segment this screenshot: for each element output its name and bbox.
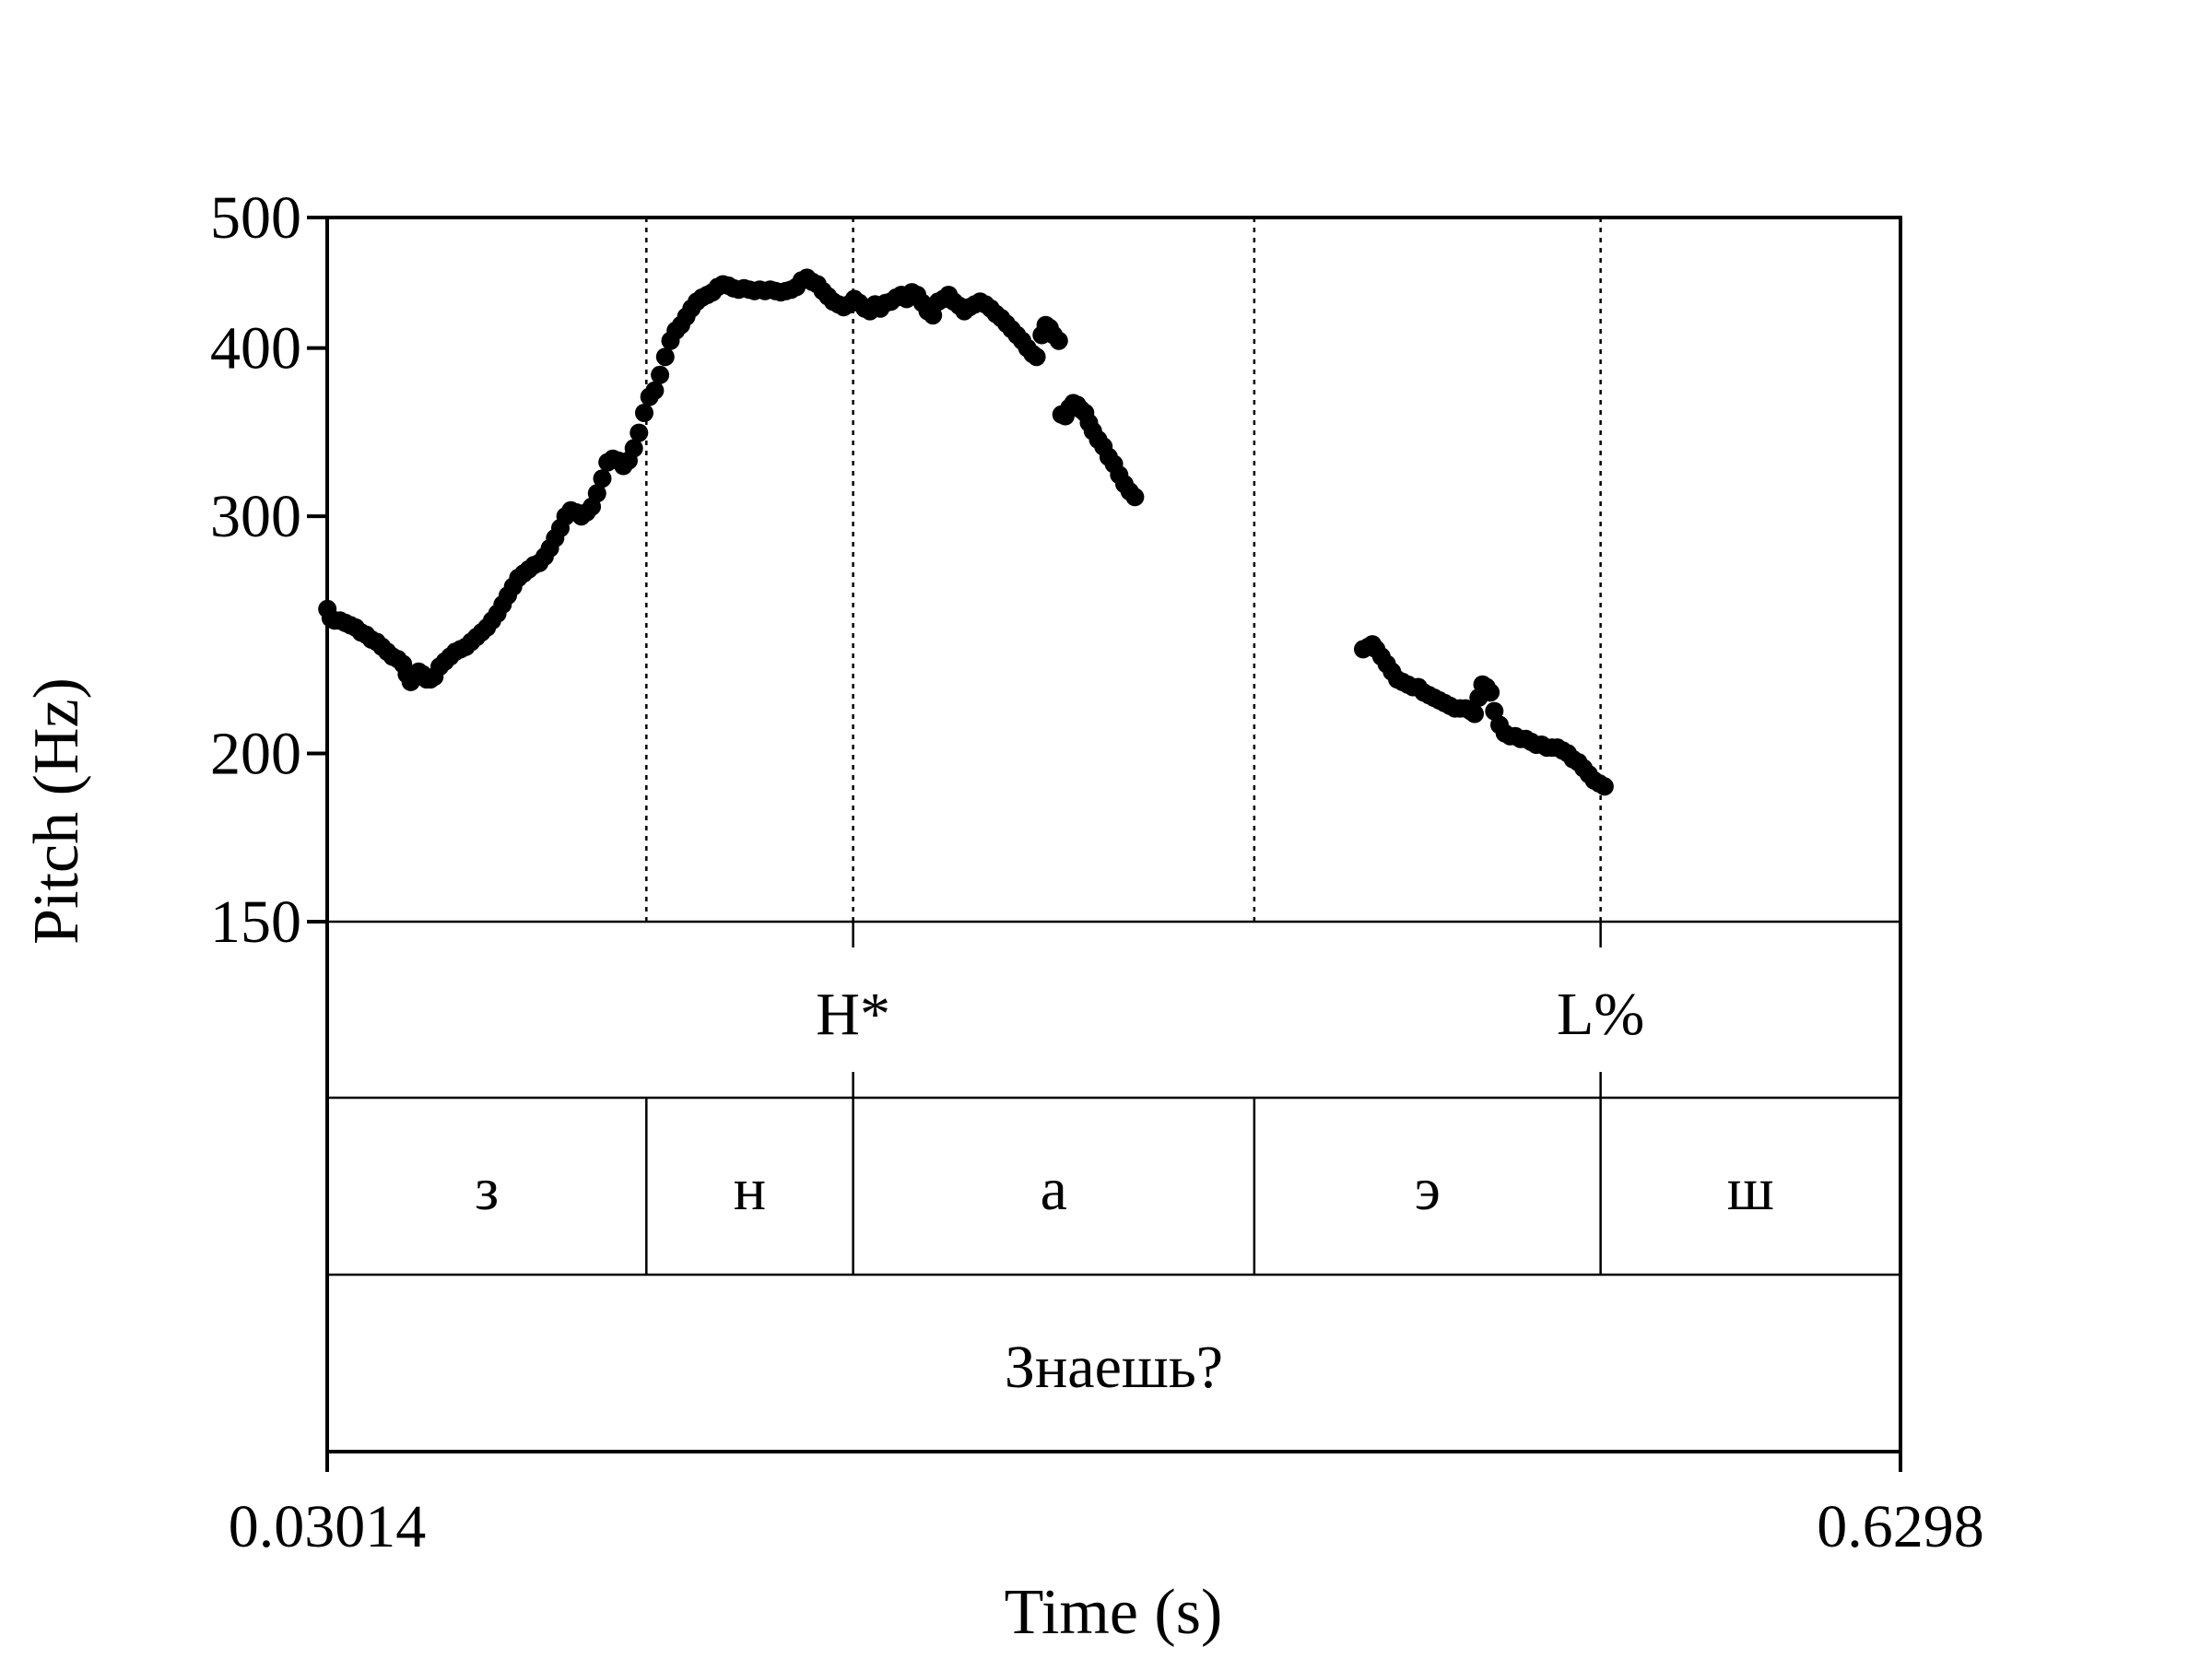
word-label: Знаешь? [1005, 1334, 1223, 1401]
pitch-point [651, 365, 670, 384]
y-tick-label: 200 [210, 720, 301, 787]
y-tick-label: 300 [210, 483, 301, 550]
y-tick-label: 400 [210, 315, 301, 382]
pitch-point [1125, 488, 1145, 507]
outer-frame [325, 216, 1902, 1453]
segment-label: н [734, 1156, 766, 1223]
x-tick-label-max: 0.6298 [1817, 1493, 1984, 1560]
pitch-point [587, 484, 606, 503]
segment-label: ш [1727, 1156, 1774, 1223]
plot-frame [325, 216, 1902, 1453]
pitch-point [1465, 704, 1484, 724]
segment-label: а [1041, 1156, 1067, 1223]
y-tick-label: 500 [210, 184, 301, 252]
axes: 0.03014 0.6298 Time (s) Pitch (Hz) 150 20… [21, 184, 1984, 1648]
pitch-point [635, 404, 653, 422]
pitch-point [1594, 777, 1614, 796]
tone-label: H* [816, 981, 890, 1048]
pitch-point [593, 469, 612, 488]
pitch-point [624, 439, 643, 458]
pitch-point [1027, 347, 1046, 367]
segment-label: э [1415, 1156, 1441, 1223]
tone-label: L% [1557, 981, 1644, 1048]
segment-label: з [475, 1156, 499, 1223]
pitch-point [645, 381, 665, 400]
x-axis-title: Time (s) [1005, 1577, 1223, 1648]
annotation-tiers: H* L% з н а э ш Знаешь? [475, 922, 1774, 1401]
pitch-point [629, 423, 649, 442]
pitch-points [318, 268, 1614, 796]
x-tick-label-min: 0.03014 [229, 1493, 427, 1560]
y-axis-title: Pitch (Hz) [21, 677, 92, 945]
y-tick-label: 150 [210, 888, 301, 956]
pitch-point [1481, 683, 1500, 702]
pitch-point [1049, 331, 1068, 350]
interval-boundaries [645, 218, 1602, 922]
pitch-point [655, 347, 675, 367]
